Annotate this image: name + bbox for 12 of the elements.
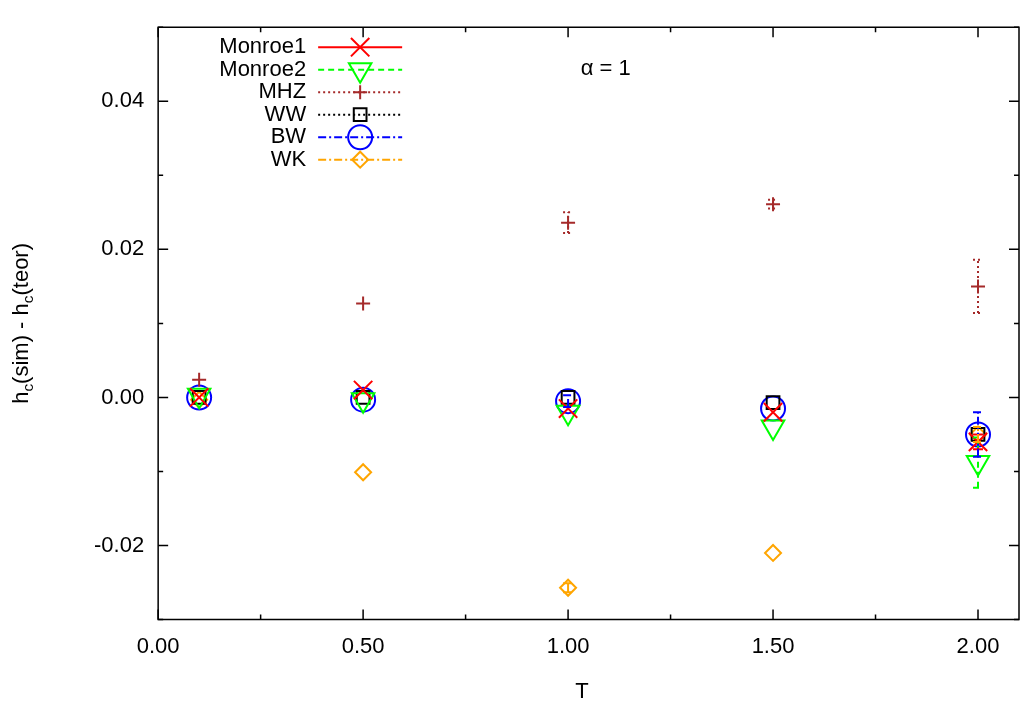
x-tick-label: 0.00	[136, 632, 180, 658]
x-axis-title: T	[575, 677, 589, 703]
y-tick-label: -0.02	[93, 531, 145, 557]
y-tick-label: 0.04	[101, 87, 145, 113]
x-tick-label: 1.50	[751, 632, 795, 658]
y-axis-title: hc(sim) - hc(teor)	[8, 242, 36, 404]
y-tick-label: 0.00	[101, 383, 145, 409]
y-tick-label: 0.02	[101, 235, 145, 261]
x-tick-label: 2.00	[956, 632, 1000, 658]
x-tick-label: 0.50	[341, 632, 385, 658]
annotation: α = 1	[580, 55, 631, 81]
x-tick-label: 1.00	[546, 632, 590, 658]
